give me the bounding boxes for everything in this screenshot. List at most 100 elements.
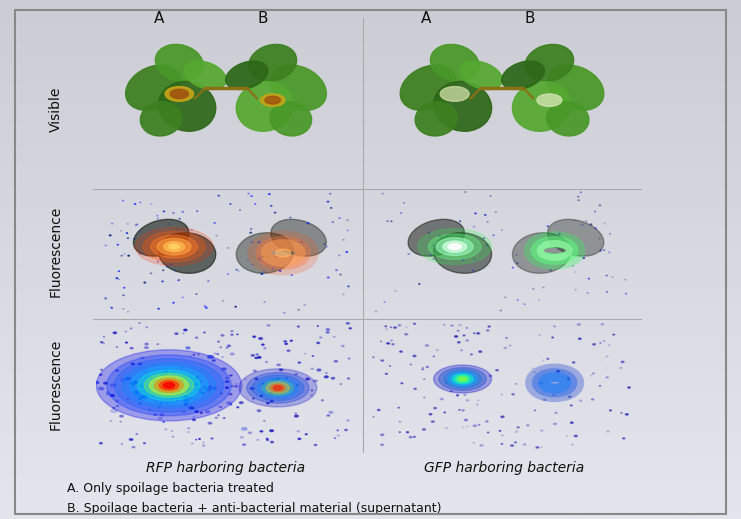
- Ellipse shape: [250, 387, 254, 390]
- Ellipse shape: [593, 344, 596, 345]
- Ellipse shape: [225, 387, 228, 388]
- Ellipse shape: [218, 415, 219, 416]
- Ellipse shape: [218, 195, 219, 196]
- Ellipse shape: [150, 378, 153, 380]
- Text: Fluorescence: Fluorescence: [49, 338, 62, 430]
- Ellipse shape: [311, 390, 313, 391]
- Ellipse shape: [405, 334, 408, 335]
- Ellipse shape: [473, 425, 476, 427]
- Circle shape: [459, 377, 467, 381]
- Ellipse shape: [131, 363, 134, 365]
- Ellipse shape: [306, 378, 309, 380]
- Ellipse shape: [185, 396, 187, 398]
- Ellipse shape: [267, 324, 270, 326]
- Ellipse shape: [475, 213, 476, 214]
- Ellipse shape: [279, 270, 281, 271]
- Ellipse shape: [116, 400, 119, 402]
- Text: Fluorescence: Fluorescence: [49, 206, 62, 297]
- Ellipse shape: [625, 414, 628, 415]
- Ellipse shape: [486, 421, 488, 422]
- Ellipse shape: [230, 353, 234, 355]
- Ellipse shape: [381, 360, 384, 361]
- Ellipse shape: [236, 233, 293, 274]
- Ellipse shape: [125, 342, 127, 343]
- Ellipse shape: [270, 442, 273, 443]
- Text: A: A: [154, 11, 165, 25]
- Ellipse shape: [242, 428, 247, 430]
- Ellipse shape: [464, 394, 466, 395]
- Ellipse shape: [203, 387, 207, 388]
- Ellipse shape: [409, 436, 412, 438]
- Ellipse shape: [226, 377, 227, 378]
- Ellipse shape: [172, 394, 173, 395]
- Ellipse shape: [185, 61, 226, 89]
- Circle shape: [433, 365, 491, 393]
- Circle shape: [266, 382, 290, 393]
- Text: B: B: [258, 11, 268, 25]
- Ellipse shape: [165, 87, 193, 101]
- Ellipse shape: [461, 350, 462, 351]
- Ellipse shape: [197, 389, 202, 391]
- Ellipse shape: [591, 224, 592, 225]
- Ellipse shape: [606, 356, 608, 357]
- Ellipse shape: [606, 377, 608, 378]
- Circle shape: [273, 386, 282, 390]
- Ellipse shape: [157, 215, 158, 216]
- Circle shape: [122, 362, 216, 408]
- Ellipse shape: [265, 361, 268, 362]
- Ellipse shape: [349, 328, 351, 329]
- Ellipse shape: [414, 388, 416, 389]
- Ellipse shape: [279, 369, 283, 371]
- Ellipse shape: [574, 435, 577, 437]
- Ellipse shape: [182, 297, 184, 298]
- Ellipse shape: [152, 395, 155, 397]
- Ellipse shape: [193, 354, 195, 355]
- Ellipse shape: [159, 403, 162, 404]
- Ellipse shape: [387, 343, 390, 344]
- Ellipse shape: [203, 445, 205, 446]
- Ellipse shape: [512, 394, 514, 395]
- Ellipse shape: [163, 211, 165, 212]
- Ellipse shape: [326, 332, 329, 333]
- Ellipse shape: [476, 333, 479, 334]
- Ellipse shape: [126, 65, 181, 111]
- Ellipse shape: [141, 357, 144, 359]
- Ellipse shape: [422, 429, 425, 430]
- Ellipse shape: [607, 431, 609, 432]
- Ellipse shape: [272, 268, 273, 269]
- Ellipse shape: [489, 375, 492, 376]
- Ellipse shape: [553, 394, 555, 395]
- Ellipse shape: [334, 361, 337, 362]
- Ellipse shape: [158, 308, 159, 309]
- Ellipse shape: [413, 436, 416, 438]
- Ellipse shape: [540, 430, 543, 431]
- Ellipse shape: [135, 393, 140, 396]
- Ellipse shape: [555, 412, 557, 413]
- Ellipse shape: [237, 407, 239, 408]
- Ellipse shape: [167, 396, 169, 397]
- Ellipse shape: [398, 407, 399, 408]
- Ellipse shape: [155, 401, 157, 402]
- Ellipse shape: [270, 102, 312, 136]
- Ellipse shape: [256, 378, 257, 379]
- Ellipse shape: [393, 327, 396, 329]
- Ellipse shape: [176, 400, 178, 401]
- Ellipse shape: [571, 405, 572, 406]
- Ellipse shape: [189, 406, 193, 408]
- Ellipse shape: [133, 220, 189, 256]
- Ellipse shape: [221, 335, 224, 336]
- Text: A: A: [421, 11, 431, 25]
- Ellipse shape: [236, 81, 293, 131]
- Ellipse shape: [577, 196, 579, 197]
- Ellipse shape: [267, 440, 268, 441]
- Ellipse shape: [620, 367, 622, 368]
- Text: B: B: [525, 11, 535, 25]
- Ellipse shape: [105, 298, 107, 299]
- Ellipse shape: [440, 399, 443, 400]
- Ellipse shape: [322, 400, 323, 401]
- Ellipse shape: [262, 344, 264, 345]
- Ellipse shape: [523, 444, 526, 445]
- Ellipse shape: [308, 223, 309, 224]
- Ellipse shape: [462, 410, 465, 411]
- Ellipse shape: [145, 343, 148, 345]
